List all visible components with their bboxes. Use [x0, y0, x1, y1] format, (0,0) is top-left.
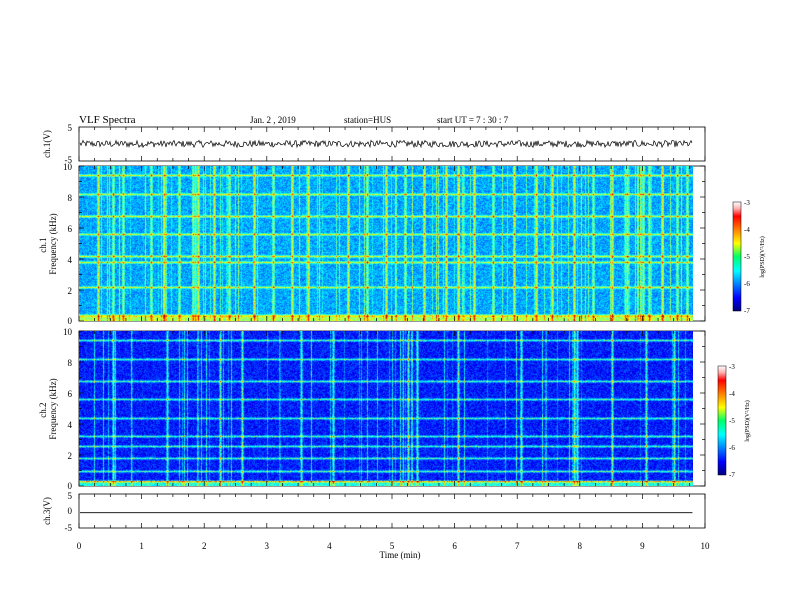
ch1-colorbar: -3 -4 -5 -6 -7 log(PSD)(V²/Hz): [732, 199, 766, 315]
ch1-spec-ytick-2: 2: [68, 286, 73, 296]
ch3-ylabel: ch.3(V): [42, 497, 52, 525]
x-tick-label: 3: [265, 541, 270, 551]
ch2-spec-ytick-8: 8: [68, 358, 73, 368]
ch1-waveform-panel: 5 -5 ch.1(V): [42, 123, 706, 165]
ch1-spec-ytick-4: 4: [68, 255, 73, 265]
x-tick-label: 5: [390, 541, 395, 551]
x-tick-label: 8: [578, 541, 583, 551]
ch2-colorbar-bar: [717, 365, 727, 476]
x-tick-label: 2: [202, 541, 207, 551]
ch2-spec-ytick-6: 6: [68, 389, 73, 399]
ch1-colorbar-bar: [732, 201, 742, 312]
ch2-spec-ytick-2: 2: [68, 451, 73, 461]
x-tick-label: 10: [701, 541, 711, 551]
ch2-spec-ytick-0: 0: [68, 481, 73, 491]
ch1-ylabel: ch.1(V): [42, 130, 52, 158]
ch2-cb-tick-m6: -6: [729, 444, 735, 452]
ch3-ytick-top: 5: [68, 491, 73, 501]
ch2-colorbar: -3 -4 -5 -6 -7 log(PSD)(V²/Hz): [717, 363, 751, 479]
ch1-spec-ylabel: ch.1 Frequency (kHz): [38, 213, 58, 274]
ch1-spec-yticks: 0 2 4 6 8 10: [63, 162, 73, 326]
date-label: Jan. 2 , 2019: [250, 115, 296, 125]
x-tick-label: 1: [139, 541, 144, 551]
ch3-ytick-mid: 0: [68, 506, 73, 516]
ch2-cb-tick-m4: -4: [729, 390, 735, 398]
ch1-cb-tick-m5: -5: [744, 253, 750, 261]
ch1-cb-tick-m7: -7: [744, 307, 750, 315]
ch1-cb-tick-m3: -3: [744, 199, 750, 207]
x-tick-label: 9: [640, 541, 645, 551]
ch1-spec-ytick-8: 8: [68, 193, 73, 203]
ch2-spec-yticks: 0 2 4 6 8 10: [63, 327, 73, 491]
ch2-spectrogram-panel: 0 2 4 6 8 10 ch.2 Frequency (kHz): [38, 327, 706, 491]
ch3-waveform-panel: 5 0 -5 ch.3(V): [42, 491, 706, 533]
ch1-colorbar-label: log(PSD)(V²/Hz): [759, 236, 766, 277]
ch3-ytick-bottom: -5: [65, 523, 73, 533]
ch1-spec-ytick-6: 6: [68, 224, 73, 234]
ch1-spectrogram-panel: 0 2 4 6 8 10 ch.1 Frequency (kHz): [38, 162, 706, 326]
x-tick-labels: 0 1 2 3 4 5 6 7 8 9 10: [77, 541, 710, 551]
ch1-spec-ytick-10: 10: [63, 162, 73, 172]
ch1-spec-ylabel-line2: Frequency (kHz): [48, 213, 58, 274]
ch1-cb-tick-m6: -6: [744, 280, 750, 288]
station-label: station=HUS: [344, 115, 391, 125]
ch2-spectrogram-image: [79, 331, 693, 486]
ch1-waveform-trace: [79, 139, 693, 149]
ch1-spec-ytick-0: 0: [68, 316, 73, 326]
ch1-spec-ylabel-line1: ch.1: [38, 238, 48, 253]
start-time-label: start UT = 7 : 30 : 7: [437, 115, 509, 125]
x-axis-label: Time (min): [380, 550, 421, 560]
panel-tick-marks: [78, 127, 706, 528]
ch2-spec-ylabel: ch.2 Frequency (kHz): [38, 378, 58, 439]
ch2-colorbar-label: log(PSD)(V²/Hz): [744, 400, 751, 441]
ch2-cb-tick-m5: -5: [729, 417, 735, 425]
ch1-ytick-top: 5: [68, 123, 73, 133]
x-tick-label: 4: [327, 541, 332, 551]
ch3-waveform-frame: [78, 493, 706, 529]
ch2-spec-ylabel-line2: Frequency (kHz): [48, 378, 58, 439]
ch2-spec-ytick-10: 10: [63, 327, 73, 337]
ch2-spec-ylabel-line1: ch.2: [38, 403, 48, 418]
ch2-cb-tick-m7: -7: [729, 471, 735, 479]
figure-title: VLF Spectra: [79, 114, 136, 126]
ch1-ytick-bottom: -5: [65, 155, 73, 165]
ch2-cb-tick-m3: -3: [729, 363, 735, 371]
ch1-cb-tick-m4: -4: [744, 226, 750, 234]
x-tick-label: 0: [77, 541, 82, 551]
x-tick-label: 6: [452, 541, 457, 551]
x-tick-label: 7: [515, 541, 520, 551]
ch2-spec-ytick-4: 4: [68, 420, 73, 430]
ch1-spectrogram-image: [79, 166, 693, 321]
